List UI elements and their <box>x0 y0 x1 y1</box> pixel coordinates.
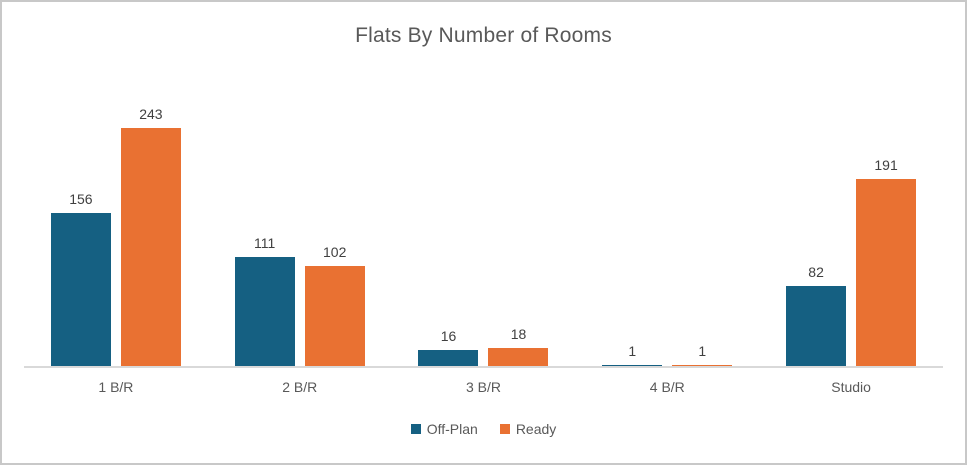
legend-swatch <box>499 424 510 434</box>
bar-ready <box>672 365 733 366</box>
bar-group-2-b-r: 111 102 <box>208 235 392 366</box>
legend-label: Ready <box>515 421 557 437</box>
category-label: 2 B/R <box>282 379 318 395</box>
data-label: 82 <box>808 264 824 280</box>
data-label: 191 <box>874 157 898 173</box>
bar-off-plan <box>418 350 479 366</box>
bar-ready <box>488 348 549 366</box>
legend-swatch <box>410 424 421 434</box>
bar-column: 102 <box>304 244 365 366</box>
bar-off-plan <box>786 286 847 366</box>
category-label: 4 B/R <box>649 379 685 395</box>
category-label: 1 B/R <box>98 379 134 395</box>
bar-column: 191 <box>856 157 917 366</box>
bar-column: 18 <box>488 326 549 366</box>
bar-column: 82 <box>786 264 847 366</box>
bar-ready <box>856 179 917 366</box>
category-label: Studio <box>831 379 871 395</box>
chart-title: Flats By Number of Rooms <box>355 24 612 47</box>
bar-group-3-b-r: 16 18 <box>392 326 576 366</box>
bar-group-1-b-r: 156 243 <box>24 106 208 366</box>
bar-column: 243 <box>120 106 181 366</box>
bar-group-studio: 82 191 <box>759 157 943 366</box>
category-label: 3 B/R <box>465 379 501 395</box>
data-label: 1 <box>698 343 707 359</box>
data-label: 111 <box>254 235 276 251</box>
bar-groups: 156 243 111 102 16 18 1 1 82 191 <box>24 74 943 368</box>
bar-column: 1 <box>602 343 663 366</box>
data-label: 1 <box>628 343 637 359</box>
legend-label: Off-Plan <box>426 421 478 437</box>
bar-off-plan <box>234 257 295 366</box>
bar-column: 16 <box>418 328 479 366</box>
bar-off-plan <box>50 213 111 366</box>
legend-item-ready: Ready <box>499 421 557 437</box>
bar-off-plan <box>602 365 663 366</box>
data-label: 102 <box>323 244 347 260</box>
bar-column: 1 <box>672 343 733 366</box>
category-axis: 1 B/R 2 B/R 3 B/R 4 B/R Studio <box>24 368 943 395</box>
bar-ready <box>304 266 365 366</box>
legend-item-off-plan: Off-Plan <box>410 421 478 437</box>
data-label: 243 <box>139 106 163 122</box>
bar-ready <box>120 128 181 366</box>
legend: Off-Plan Ready <box>2 421 965 437</box>
data-label: 16 <box>440 328 457 344</box>
data-label: 18 <box>510 326 527 342</box>
data-label: 156 <box>69 191 93 207</box>
plot-area: 156 243 111 102 16 18 1 1 82 191 <box>24 74 943 368</box>
bar-column: 111 <box>234 235 295 366</box>
bar-column: 156 <box>50 191 111 366</box>
